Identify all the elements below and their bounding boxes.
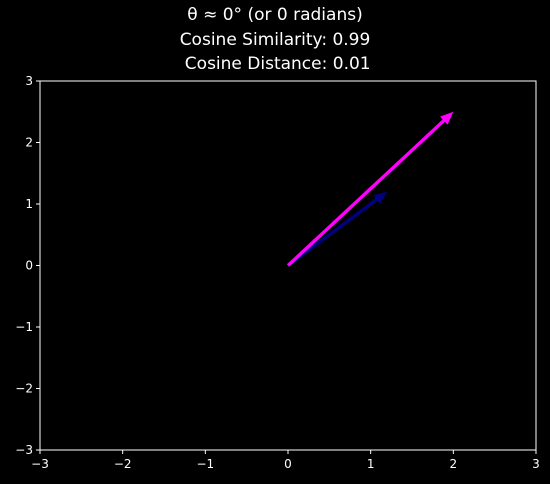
ticks-layer: −3 −2 −1 0 1 2 3 −3 −2 −1 0 1 2 3: [15, 74, 540, 471]
x-tick-label: 3: [532, 457, 540, 471]
vectors-layer: [286, 111, 454, 267]
vector-arrow-1: [286, 191, 388, 267]
x-tick-label: −1: [196, 457, 214, 471]
chart-title-line-2: Cosine Similarity: 0.99: [179, 30, 371, 50]
vector-arrow-2: [286, 111, 454, 267]
chart-title-line-3: Cosine Distance: 0.01: [179, 54, 371, 74]
y-tick-label: −3: [15, 443, 33, 457]
plot-frame: [39, 80, 537, 451]
y-tick-label: 3: [25, 74, 33, 88]
x-tick-label: −2: [114, 457, 132, 471]
y-tick-label: −2: [15, 382, 33, 396]
x-tick-label: −3: [31, 457, 49, 471]
y-tick-label: 2: [25, 136, 33, 150]
chart-title-line-1: θ ≈ 0° (or 0 radians): [187, 5, 363, 25]
x-tick-label: 1: [367, 457, 375, 471]
y-tick-label: 1: [25, 197, 33, 211]
x-tick-label: 0: [284, 457, 292, 471]
y-tick-label: −1: [15, 320, 33, 334]
x-tick-label: 2: [450, 457, 458, 471]
y-tick-label: 0: [25, 259, 33, 273]
